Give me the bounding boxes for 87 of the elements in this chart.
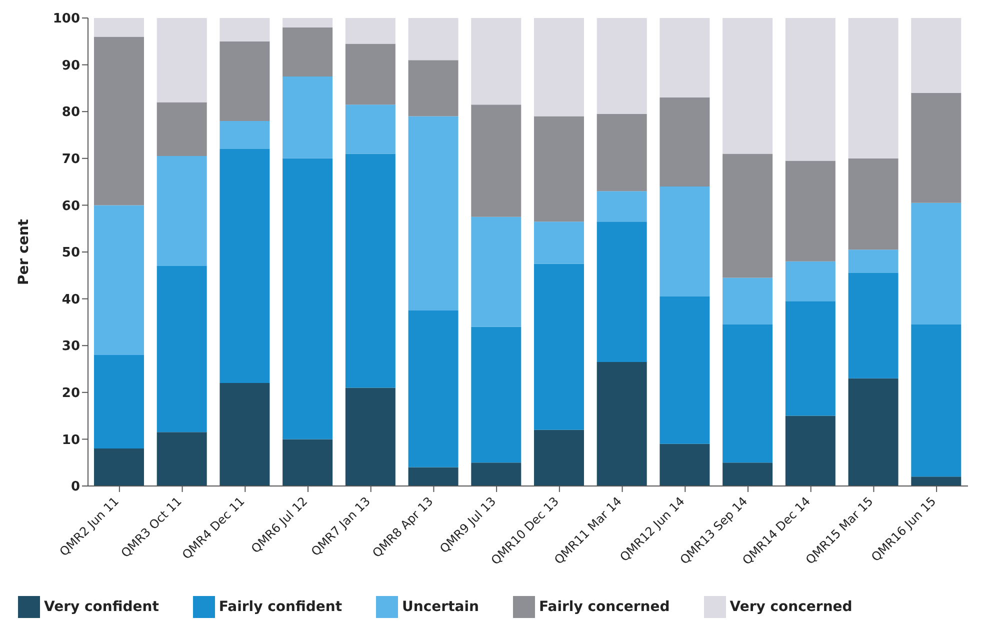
bar (282, 76, 333, 158)
y-tick-label: 90 (62, 58, 80, 74)
y-tick-label: 60 (62, 198, 80, 214)
bar (408, 467, 458, 486)
bar (471, 104, 522, 217)
y-tick-label: 50 (62, 246, 80, 261)
bar (534, 18, 584, 116)
bar (722, 278, 773, 325)
bar (785, 416, 836, 486)
bar (156, 102, 207, 156)
bar (596, 362, 647, 486)
bar (534, 264, 584, 430)
bar (785, 18, 836, 161)
bar (282, 18, 333, 28)
bar (408, 60, 458, 116)
bar (660, 98, 710, 186)
y-tick-label: 100 (52, 12, 80, 27)
bar (660, 18, 710, 98)
bar (848, 273, 898, 378)
legend-label: Very confident (44, 598, 159, 615)
bar (94, 448, 144, 486)
bar (534, 116, 584, 222)
bar (848, 18, 898, 158)
bar (848, 250, 898, 274)
bar (722, 154, 773, 278)
bar (408, 18, 458, 60)
bar (345, 154, 396, 388)
y-tick-label: 40 (62, 292, 80, 308)
bar (156, 432, 207, 486)
bar (596, 222, 647, 362)
bar (911, 202, 962, 325)
bar (408, 116, 458, 310)
y-tick-label: 10 (62, 432, 80, 448)
bar (220, 383, 270, 486)
bar (785, 160, 836, 262)
bar (660, 296, 710, 444)
bar (94, 36, 144, 206)
bar (596, 191, 647, 222)
bar (94, 205, 144, 355)
bar (345, 44, 396, 105)
bar (345, 18, 396, 44)
bar (911, 324, 962, 477)
bar (156, 156, 207, 266)
bar (471, 462, 522, 486)
bar (785, 261, 836, 302)
bar (220, 120, 270, 150)
bar (534, 430, 584, 486)
bar (785, 301, 836, 416)
bar (722, 462, 773, 486)
bar (220, 149, 270, 384)
bar (722, 18, 773, 154)
bar (345, 104, 396, 154)
bar (848, 378, 898, 486)
bar (220, 41, 270, 121)
y-axis-title: Per cent (16, 218, 32, 285)
bar (345, 388, 396, 486)
bar (220, 18, 270, 42)
bar (282, 27, 333, 76)
bar (911, 18, 962, 93)
y-tick-label: 30 (62, 339, 80, 354)
bar (471, 18, 522, 105)
bar (596, 114, 647, 192)
bar (596, 18, 647, 114)
bar (534, 222, 584, 264)
y-tick-label: 70 (62, 152, 80, 168)
y-tick-label: 20 (62, 386, 80, 402)
y-tick-label: 80 (62, 105, 80, 120)
bar (911, 476, 962, 486)
bar (911, 92, 962, 203)
bar (282, 158, 333, 440)
bar (282, 439, 333, 486)
bar (94, 354, 144, 449)
bar (848, 158, 898, 250)
bar (156, 266, 207, 432)
legend-label: Fairly concerned (539, 598, 670, 615)
bar (408, 310, 458, 468)
bar (660, 444, 710, 486)
legend-label: Uncertain (402, 598, 479, 615)
legend-label: Very concerned (730, 598, 852, 615)
bar (471, 216, 522, 327)
bar (94, 18, 144, 37)
y-tick-label: 0 (70, 480, 80, 495)
bar (722, 324, 773, 463)
legend-label: Fairly confident (218, 598, 342, 615)
bar (471, 326, 522, 463)
bar (660, 186, 710, 296)
bar (156, 18, 207, 102)
